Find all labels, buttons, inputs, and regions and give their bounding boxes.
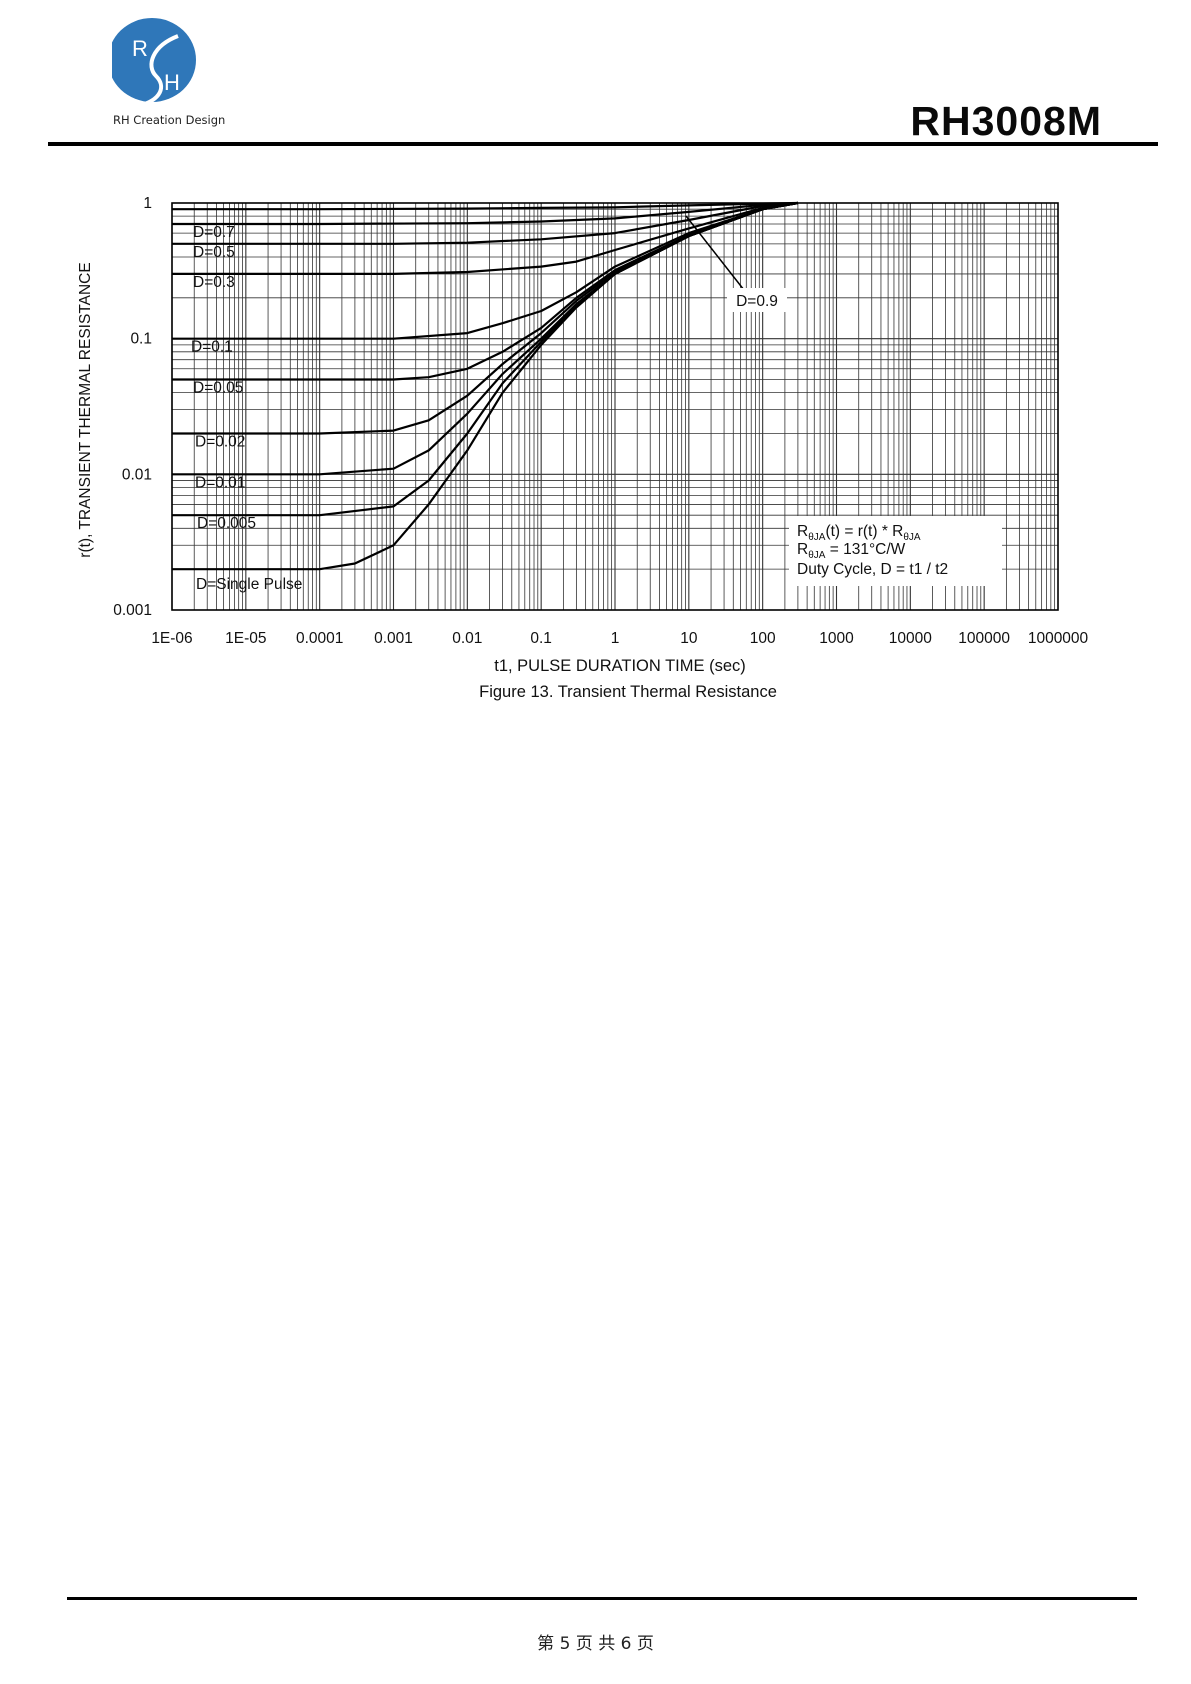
company-logo: R H (112, 18, 196, 108)
series-labels: D=0.7 D=0.5 D=0.3 D=0.1 D=0.05 D=0.02 D=0.01 D=… (191, 224, 302, 593)
x-axis-label: t1, PULSE DURATION TIME (sec) (494, 657, 746, 675)
plot-border (171, 202, 1059, 611)
x-tick-label: 1000 (819, 630, 854, 647)
series-line (172, 201, 798, 226)
series-line (172, 201, 798, 211)
x-tick-label: 0.001 (374, 630, 413, 647)
logo-letter-r: R (132, 36, 148, 61)
y-tick-label: 1 (143, 195, 152, 212)
d09-callout: D=0.9 (685, 215, 787, 312)
x-tick-label: 0.1 (530, 630, 552, 647)
logo-letter-h: H (164, 70, 180, 95)
figure-caption: Figure 13. Transient Thermal Resistance (479, 683, 777, 701)
callout-leader (685, 215, 745, 291)
header-rule (48, 142, 1158, 146)
series-label: D=0.01 (195, 474, 245, 491)
series-lines (172, 201, 799, 571)
series-line (172, 201, 799, 275)
x-tick-label: 1E-05 (225, 630, 266, 647)
series-label: D=0.005 (197, 515, 256, 532)
x-tick-label: 10000 (889, 630, 932, 647)
x-tick-label: 0.01 (452, 630, 482, 647)
series-label: D=0.5 (193, 244, 235, 261)
footer-rule (67, 1597, 1137, 1600)
x-tick-label: 100000 (958, 630, 1010, 647)
transient-thermal-resistance-chart: 1E-06 1E-05 0.0001 0.001 0.01 0.1 1 10 100 1000 10… (77, 195, 1089, 701)
part-number-title: RH3008M (910, 98, 1102, 144)
x-tick-label: 1000000 (1028, 630, 1089, 647)
y-axis-label: r(t), TRANSIENT THERMAL RESISTANCE (77, 262, 94, 557)
x-tick-label: 10 (680, 630, 698, 647)
series-line (172, 201, 799, 571)
series-label: D=0.7 (193, 224, 235, 241)
x-tick-labels: 1E-06 1E-05 0.0001 0.001 0.01 0.1 1 10 100 1000 10… (151, 630, 1088, 647)
x-tick-label: 1E-06 (151, 630, 192, 647)
series-label: D=0.05 (193, 380, 243, 397)
formula-line: RθJA = 131°C/W (797, 541, 906, 561)
series-label: D=0.3 (193, 274, 235, 291)
series-label: D=Single Pulse (196, 576, 302, 593)
y-tick-label: 0.001 (113, 602, 152, 619)
series-label: D=0.1 (191, 339, 233, 356)
page-number: 第 5 页 共 6 页 (537, 1634, 654, 1654)
logo-caption: RH Creation Design (113, 113, 226, 127)
y-tick-labels: 1 0.1 0.01 0.001 (113, 195, 152, 619)
formula-line: RθJA(t) = r(t) * RθJA (797, 523, 921, 543)
y-tick-label: 0.01 (122, 466, 152, 483)
formula-box-bg (789, 516, 1002, 586)
series-label: D=0.02 (195, 433, 245, 450)
series-line (172, 201, 799, 435)
x-tick-label: 100 (750, 630, 776, 647)
x-tick-label: 1 (611, 630, 620, 647)
series-line (172, 201, 798, 245)
plot-frame (171, 202, 1059, 611)
x-tick-label: 0.0001 (296, 630, 343, 647)
formula-line: Duty Cycle, D = t1 / t2 (797, 561, 948, 578)
callout-label: D=0.9 (736, 293, 778, 310)
y-tick-label: 0.1 (130, 331, 152, 348)
callout-box (727, 288, 787, 312)
